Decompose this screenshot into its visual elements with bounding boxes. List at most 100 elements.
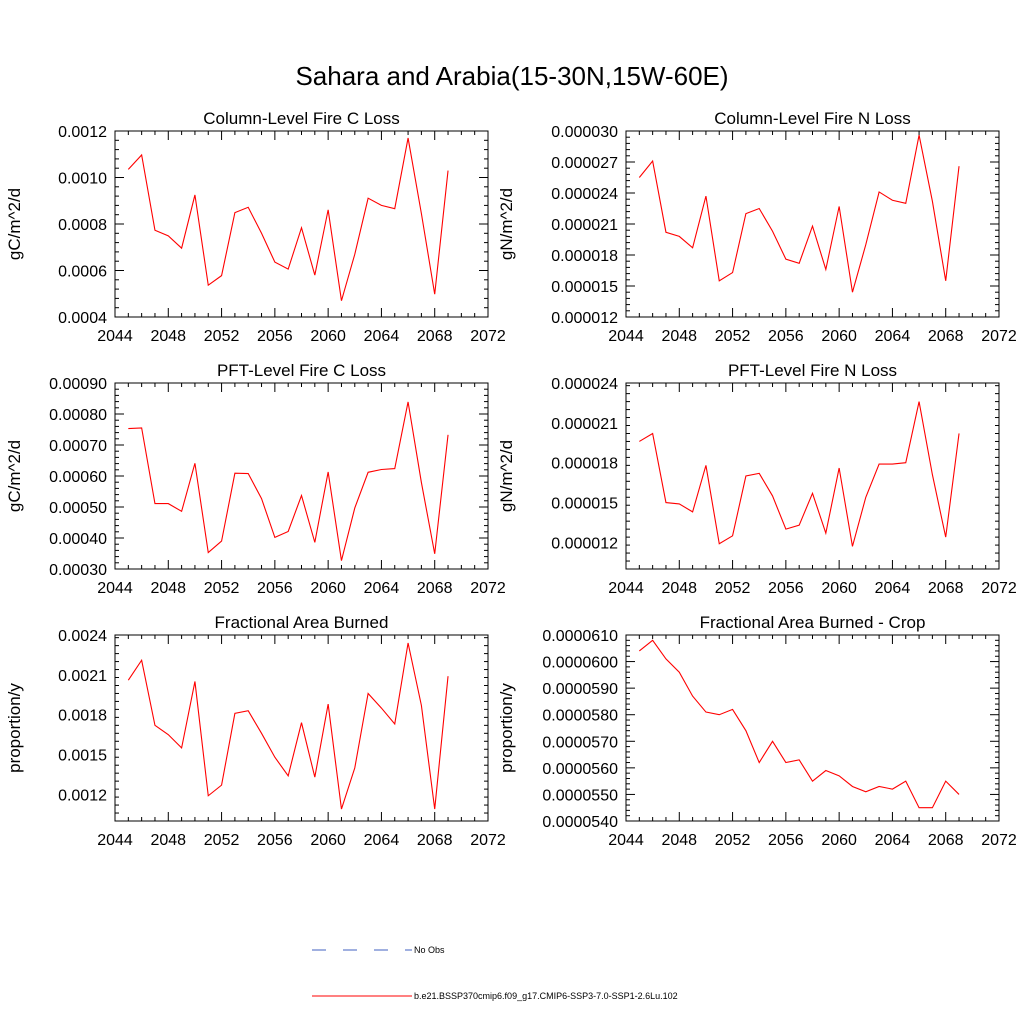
y-tick-label: 0.000027 — [551, 155, 618, 172]
x-tick-label: 2048 — [661, 832, 697, 849]
x-tick-label: 2060 — [821, 580, 857, 597]
y-tick-label: 0.0000610 — [542, 628, 618, 645]
legend-label: No Obs — [414, 945, 445, 955]
x-tick-label: 2052 — [204, 832, 240, 849]
x-tick-label: 2052 — [715, 328, 751, 345]
x-tick-label: 2072 — [981, 328, 1017, 345]
x-tick-label: 2056 — [257, 832, 293, 849]
panel-title: PFT-Level Fire N Loss — [728, 361, 897, 380]
x-tick-label: 2056 — [768, 832, 804, 849]
y-tick-label: 0.00090 — [49, 376, 107, 393]
chart-panel: 2044 2048 2052 2056 2060 2064 2068 2072 0.0012 0.… — [5, 613, 506, 849]
x-tick-label: 2068 — [417, 580, 453, 597]
series-line — [128, 401, 449, 561]
y-tick-label: 0.00070 — [49, 438, 107, 455]
series-line — [127, 137, 449, 301]
chart-panel: 2044 2048 2052 2056 2060 2064 2068 2072 0.00030 0… — [5, 361, 506, 597]
x-tick-label: 2072 — [981, 580, 1017, 597]
y-tick-label: 0.00040 — [49, 531, 107, 548]
x-tick-label: 2064 — [875, 832, 911, 849]
y-axis-label: gN/m^2/d — [497, 440, 516, 512]
y-tick-label: 0.0000600 — [542, 655, 618, 672]
y-tick-label: 0.0000590 — [542, 681, 618, 698]
y-tick-label: 0.0018 — [58, 708, 107, 725]
plot-frame — [625, 130, 1000, 318]
x-tick-label: 2072 — [470, 832, 506, 849]
y-tick-label: 0.0000580 — [542, 708, 618, 725]
x-tick-label: 2064 — [364, 580, 400, 597]
y-tick-label: 0.0012 — [58, 124, 107, 141]
y-tick-label: 0.00060 — [49, 469, 107, 486]
x-tick-label: 2044 — [608, 328, 644, 345]
y-tick-label: 0.000021 — [551, 416, 618, 433]
y-tick-label: 0.0021 — [58, 668, 107, 685]
x-tick-label: 2048 — [661, 580, 697, 597]
y-tick-label: 0.0024 — [58, 628, 107, 645]
chart-panel: 2044 2048 2052 2056 2060 2064 2068 2072 0.000012… — [497, 361, 1017, 597]
x-tick-label: 2052 — [204, 580, 240, 597]
plot-frame — [114, 130, 489, 318]
panel-title: Fractional Area Burned - Crop — [700, 613, 926, 632]
y-tick-label: 0.0000560 — [542, 761, 618, 778]
y-axis-label: proportion/y — [497, 683, 516, 773]
y-tick-label: 0.0000540 — [542, 814, 618, 831]
x-tick-label: 2056 — [257, 328, 293, 345]
x-tick-label: 2068 — [417, 328, 453, 345]
y-tick-label: 0.0008 — [58, 217, 107, 234]
y-tick-label: 0.0000550 — [542, 787, 618, 804]
x-tick-label: 2072 — [470, 580, 506, 597]
x-tick-label: 2064 — [364, 832, 400, 849]
y-tick-label: 0.000012 — [551, 535, 618, 552]
panel-title: PFT-Level Fire C Loss — [217, 361, 386, 380]
x-tick-label: 2056 — [768, 580, 804, 597]
plot-frame — [625, 634, 1000, 822]
y-tick-label: 0.0006 — [58, 264, 107, 281]
y-tick-label: 0.000012 — [551, 310, 618, 327]
x-tick-label: 2072 — [981, 832, 1017, 849]
x-tick-label: 2052 — [715, 832, 751, 849]
x-tick-label: 2044 — [608, 832, 644, 849]
series-line — [638, 639, 960, 809]
x-tick-label: 2068 — [417, 832, 453, 849]
figure-title: Sahara and Arabia(15-30N,15W-60E) — [295, 61, 728, 91]
x-tick-label: 2064 — [875, 580, 911, 597]
x-tick-label: 2044 — [97, 832, 133, 849]
y-axis-label: gN/m^2/d — [497, 188, 516, 260]
x-tick-label: 2052 — [715, 580, 751, 597]
y-tick-label: 0.00050 — [49, 500, 107, 517]
x-tick-label: 2044 — [97, 580, 133, 597]
panel-grid: 2044 2048 2052 2056 2060 2064 2068 2072 0.0004 0.… — [5, 109, 1017, 849]
series-line — [127, 642, 449, 810]
series-line — [638, 135, 960, 293]
plot-frame — [114, 634, 489, 822]
y-tick-label: 0.000015 — [551, 279, 618, 296]
x-tick-label: 2052 — [204, 328, 240, 345]
legend: No Obs b.e21.BSSP370cmip6.f09_g17.CMIP6-S… — [312, 945, 678, 1001]
y-tick-label: 0.0012 — [58, 787, 107, 804]
panel-title: Column-Level Fire N Loss — [714, 109, 911, 128]
panel-title: Column-Level Fire C Loss — [203, 109, 400, 128]
chart-panel: 2044 2048 2052 2056 2060 2064 2068 2072 0.0004 0.… — [5, 109, 506, 345]
chart-panel: 2044 2048 2052 2056 2060 2064 2068 2072 0.000012… — [497, 109, 1017, 345]
x-tick-label: 2068 — [928, 580, 964, 597]
x-tick-label: 2044 — [97, 328, 133, 345]
x-tick-label: 2048 — [150, 832, 186, 849]
y-axis-label: gC/m^2/d — [5, 188, 24, 260]
y-tick-label: 0.000024 — [551, 186, 618, 203]
y-tick-label: 0.0015 — [58, 748, 107, 765]
panel-title: Fractional Area Burned — [215, 613, 389, 632]
x-tick-label: 2072 — [470, 328, 506, 345]
x-tick-label: 2048 — [661, 328, 697, 345]
y-tick-label: 0.000018 — [551, 456, 618, 473]
y-axis-label: proportion/y — [5, 683, 24, 773]
y-tick-label: 0.0000570 — [542, 734, 618, 751]
y-tick-label: 0.0004 — [58, 310, 107, 327]
y-tick-label: 0.000024 — [551, 376, 618, 393]
x-tick-label: 2060 — [310, 328, 346, 345]
plot-frame — [625, 382, 1000, 570]
x-tick-label: 2068 — [928, 328, 964, 345]
series-line — [639, 401, 960, 547]
x-tick-label: 2060 — [821, 832, 857, 849]
x-tick-label: 2048 — [150, 328, 186, 345]
legend-label: b.e21.BSSP370cmip6.f09_g17.CMIP6-SSP3-7.… — [414, 991, 678, 1001]
